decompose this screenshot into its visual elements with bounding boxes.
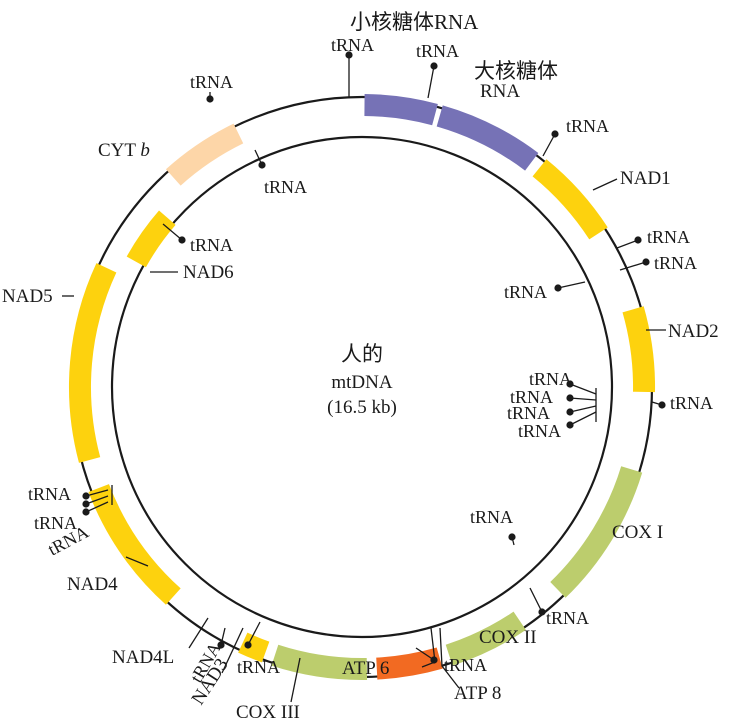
trna-label: tRNA	[190, 72, 233, 92]
trna-label: tRNA	[647, 227, 690, 247]
trna-pin-line	[85, 495, 109, 505]
cyt-b-arc	[165, 123, 244, 186]
trna-label: tRNA	[331, 35, 374, 55]
trna-pin-line	[427, 65, 435, 99]
trna-label: tRNA	[190, 235, 233, 255]
trna-label: tRNA	[507, 403, 550, 423]
trna-pin-dot	[554, 284, 562, 292]
trna-label: tRNA	[237, 657, 280, 677]
cox1-arc	[550, 466, 643, 598]
nad5-label: NAD5	[2, 286, 53, 307]
large-rrna-label-2: RNA	[480, 81, 520, 102]
trna-pin-line	[542, 133, 556, 157]
cox3-arc	[271, 644, 368, 681]
trna-pin-line	[415, 647, 435, 661]
trna-pin-dot	[82, 492, 90, 500]
nad2-label: NAD2	[668, 321, 719, 342]
nad5-arc	[69, 263, 117, 463]
trna-label: tRNA	[654, 253, 697, 273]
nad2-arc	[622, 306, 656, 393]
cyt-b-label: CYT b	[98, 140, 150, 161]
trna-pin-dot	[566, 380, 574, 388]
center-label-1: 人的	[341, 342, 383, 366]
nad6-label: NAD6	[183, 262, 234, 283]
nad1-arc	[532, 159, 608, 240]
trna-pin-line	[85, 501, 109, 513]
center-label-3: (16.5 kb)	[327, 397, 397, 418]
trna-pin-dot	[634, 236, 642, 244]
center-label-2: mtDNA	[331, 372, 393, 393]
trna-pin-dot	[217, 641, 225, 649]
cox3-label: COX III	[236, 702, 300, 723]
trna-pin-dot	[82, 500, 90, 508]
trna-pin-dot	[658, 401, 666, 409]
trna-pin-dot	[551, 130, 559, 138]
cox1-label: COX I	[612, 522, 663, 543]
trna-label: tRNA	[28, 484, 71, 504]
trna-pin-dot	[244, 641, 252, 649]
nad4-label: NAD4	[67, 574, 118, 595]
trna-label: tRNA	[546, 608, 589, 628]
trna-pin-dot	[430, 656, 438, 664]
trna-pin-line	[616, 239, 639, 249]
trna-label: tRNA	[34, 513, 77, 533]
trna-label: tRNA	[416, 41, 459, 61]
leader-lines	[62, 178, 666, 703]
trna-label: tRNA	[470, 507, 513, 527]
large-rrna-label-1: 大核糖体	[474, 59, 558, 83]
trna-label: tRNA	[444, 655, 487, 675]
trna-label: tRNA	[529, 369, 572, 389]
trna-pin-line	[569, 405, 597, 413]
large-rrna-arc	[436, 105, 539, 171]
trna-pin-line	[162, 223, 183, 241]
trna-pin-dot	[345, 51, 353, 59]
trna-pin-line	[569, 383, 597, 395]
trna-pin-line	[529, 587, 543, 613]
trna-pin-dot	[566, 421, 574, 429]
trna-pin-dot	[82, 508, 90, 516]
nad4l-label: NAD4L	[112, 647, 174, 668]
trna-pin-line	[557, 281, 586, 289]
nad1-label: NAD1	[620, 168, 671, 189]
trna-pin-line	[619, 261, 647, 271]
small-rrna-arc	[364, 94, 438, 126]
trna-pin-dot	[538, 608, 546, 616]
cox2-label: COX II	[479, 627, 537, 648]
trna-pin-dot	[430, 62, 438, 70]
nad4-arc	[88, 484, 181, 605]
inner-strand	[110, 135, 614, 639]
nad3-arc	[238, 632, 270, 663]
trna-label: tRNA	[264, 177, 307, 197]
trna-label: tRNA	[566, 116, 609, 136]
trna-label: tRNA	[670, 393, 713, 413]
atp8-label: ATP 8	[454, 683, 501, 704]
trna-pin-dot	[508, 533, 516, 541]
atp6-label: ATP 6	[342, 658, 389, 679]
trna-pin-dot	[566, 394, 574, 402]
atp6-arc	[376, 647, 443, 680]
trna-pin-dot	[642, 258, 650, 266]
cox2-arc	[445, 611, 526, 666]
trna-pin-line	[247, 621, 261, 646]
trna-pin-line	[85, 489, 109, 497]
trna-label: tRNA	[510, 387, 553, 407]
trna-pin-dot	[566, 408, 574, 416]
nad6-arc	[126, 210, 176, 268]
trna-label: tRNA	[518, 421, 561, 441]
small-rrna-label: 小核糖体RNA	[350, 10, 479, 34]
trna-label: tRNA	[504, 282, 547, 302]
trna-pin-line	[569, 397, 597, 401]
trna-pin-dot	[206, 95, 214, 103]
trna-pin-dot	[258, 161, 266, 169]
trna-pin-dot	[178, 236, 186, 244]
trna-pin-line	[569, 411, 597, 426]
